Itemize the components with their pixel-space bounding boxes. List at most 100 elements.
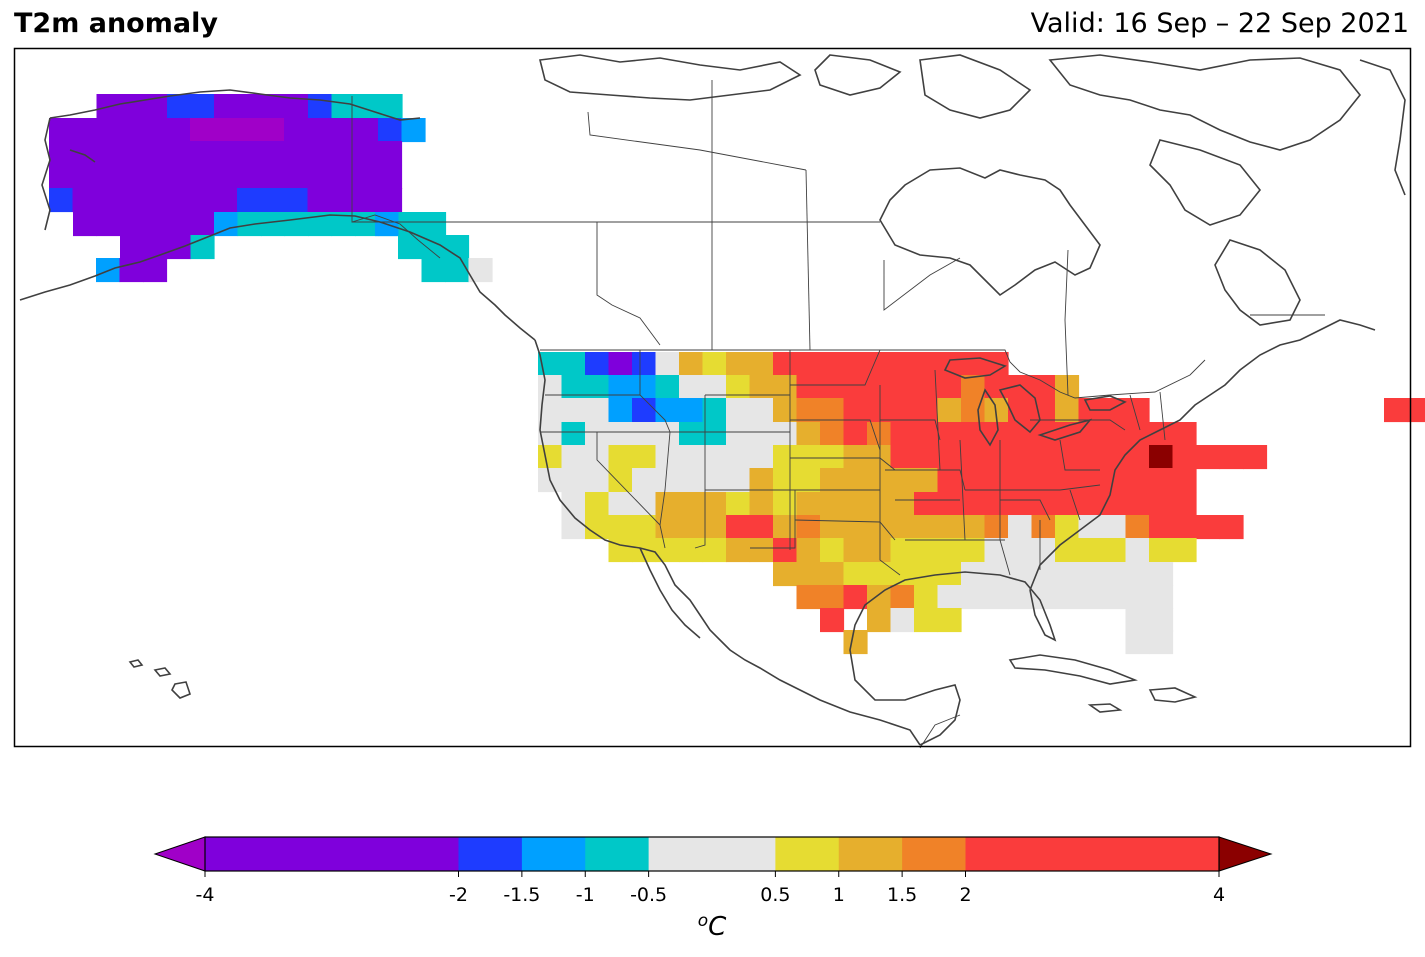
anomaly-cell: [261, 94, 286, 119]
anomaly-cell: [1031, 468, 1056, 493]
anomaly-cell: [890, 352, 915, 377]
anomaly-cell: [421, 258, 446, 283]
anomaly-cell: [1102, 585, 1127, 610]
anomaly-cell: [1172, 515, 1197, 540]
anomaly-cell: [96, 141, 121, 166]
map-title: T2m anomaly: [14, 8, 218, 39]
anomaly-cell: [1125, 445, 1150, 470]
anomaly-cell: [1125, 515, 1150, 540]
anomaly-cell: [937, 398, 962, 423]
anomaly-cell: [679, 538, 704, 563]
anomaly-cell: [1031, 492, 1056, 517]
anomaly-cell: [702, 515, 727, 540]
anomaly-cell: [1055, 562, 1080, 587]
anomaly-cell: [1102, 515, 1127, 540]
anomaly-cell: [679, 422, 704, 447]
anomaly-cell: [1219, 445, 1244, 470]
anomaly-cell: [96, 212, 121, 237]
anomaly-cell: [937, 445, 962, 470]
anomaly-cell: [1149, 562, 1174, 587]
anomaly-cell: [72, 118, 97, 143]
anomaly-cell: [820, 608, 845, 633]
anomaly-cell: [937, 538, 962, 563]
anomaly-cell: [796, 468, 821, 493]
colorbar-segment: [902, 837, 966, 871]
anomaly-cell: [120, 212, 145, 237]
anomaly-cell: [331, 118, 356, 143]
colorbar-segment: [775, 837, 840, 871]
anomaly-cell: [213, 165, 238, 190]
anomaly-cell: [655, 468, 680, 493]
anomaly-cell: [49, 188, 74, 213]
anomaly-cell: [961, 352, 986, 377]
anomaly-cell: [307, 188, 332, 213]
anomaly-cell: [655, 515, 680, 540]
anomaly-cell: [1407, 398, 1425, 423]
anomaly-cell: [1008, 468, 1033, 493]
colorbar-segment: [648, 837, 776, 871]
anomaly-cell: [796, 445, 821, 470]
anomaly-cell: [984, 492, 1009, 517]
anomaly-cell: [561, 445, 586, 470]
anomaly-cell: [284, 165, 309, 190]
anomaly-cell: [937, 468, 962, 493]
anomaly-cell: [843, 375, 868, 400]
anomaly-cell: [608, 352, 633, 377]
unit-superscript: o: [698, 911, 708, 931]
anomaly-cell: [143, 118, 168, 143]
anomaly-cell: [1196, 515, 1221, 540]
anomaly-cell: [1172, 538, 1197, 563]
anomaly-cell: [72, 188, 97, 213]
anomaly-cell: [867, 538, 892, 563]
anomaly-cell: [237, 165, 262, 190]
anomaly-cell: [1243, 445, 1268, 470]
colorbar-tick-label: 2: [959, 884, 971, 906]
anomaly-cell: [143, 165, 168, 190]
colorbar-tick-label: 4: [1213, 884, 1225, 906]
colorbar-segment: [521, 837, 586, 871]
anomaly-cell: [820, 398, 845, 423]
anomaly-cell: [1149, 445, 1174, 470]
anomaly-cell: [284, 118, 309, 143]
colorbar-ticks: -4 -2 -1.5 -1 -0.5 0.5 1 1.5 2 4: [196, 871, 1225, 906]
anomaly-cell: [843, 445, 868, 470]
anomaly-cell: [49, 165, 74, 190]
anomaly-cell: [726, 492, 751, 517]
anomaly-cell: [773, 515, 798, 540]
anomaly-cell: [1078, 538, 1103, 563]
anomaly-cell: [378, 188, 403, 213]
colorbar-tick-label: -4: [196, 884, 215, 906]
anomaly-cell: [749, 445, 774, 470]
anomaly-cell: [796, 398, 821, 423]
anomaly-cell: [143, 235, 168, 260]
anomaly-cell: [1008, 562, 1033, 587]
anomaly-cell: [213, 141, 238, 166]
political-borders: [351, 80, 1325, 749]
anomaly-cell: [1055, 445, 1080, 470]
anomaly-cell: [867, 468, 892, 493]
anomaly-cell: [655, 352, 680, 377]
anomaly-cell: [679, 468, 704, 493]
anomaly-cell: [1102, 445, 1127, 470]
anomaly-cell: [1125, 562, 1150, 587]
anomaly-cell: [1172, 492, 1197, 517]
anomaly-cell: [284, 141, 309, 166]
anomaly-cell: [120, 94, 145, 119]
anomaly-cell: [984, 585, 1009, 610]
anomaly-cell: [773, 538, 798, 563]
anomaly-cell: [331, 165, 356, 190]
anomaly-cell: [702, 468, 727, 493]
anomaly-cell: [585, 398, 610, 423]
anomaly-cell: [561, 468, 586, 493]
anomaly-cell: [378, 141, 403, 166]
anomaly-cell: [843, 562, 868, 587]
anomaly-cell: [49, 118, 74, 143]
anomaly-cell: [1055, 538, 1080, 563]
anomaly-cell: [679, 515, 704, 540]
anomaly-cell: [1031, 515, 1056, 540]
anomaly-cell: [1149, 492, 1174, 517]
anomaly-cell: [867, 562, 892, 587]
anomaly-cell: [867, 515, 892, 540]
